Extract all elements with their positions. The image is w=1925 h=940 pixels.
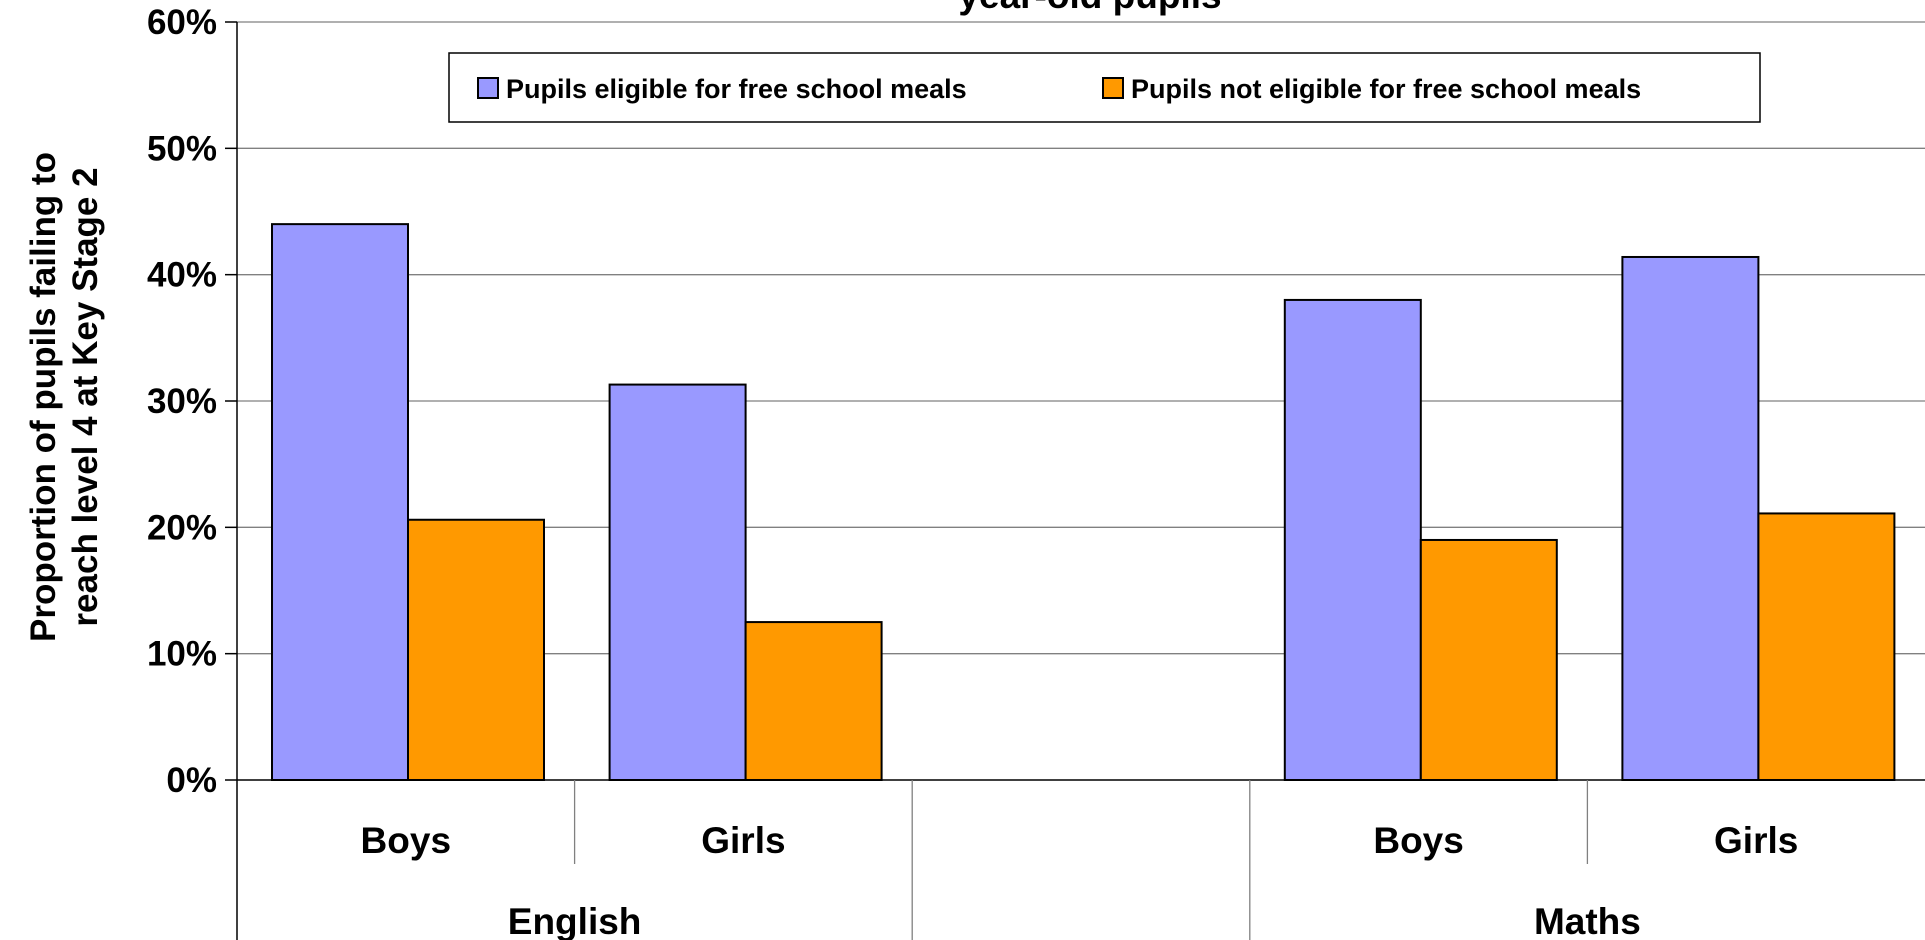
bar	[407, 518, 545, 782]
x-category-label: Boys	[1373, 820, 1463, 861]
legend-label: Pupils eligible for free school meals	[506, 74, 967, 104]
bar	[608, 383, 747, 781]
y-tick-label: 50%	[147, 129, 217, 168]
y-tick-label: 10%	[147, 635, 217, 674]
x-category-label: Girls	[1714, 820, 1798, 861]
bar	[271, 223, 409, 781]
y-axis-label: Proportion of pupils failing to reach le…	[24, 152, 105, 642]
x-category-label: Boys	[361, 820, 451, 861]
y-axis-ticks: 0% 10% 20% 30% 40% 50% 60%	[147, 3, 237, 800]
bar	[1757, 512, 1896, 781]
bar	[1621, 255, 1760, 782]
y-tick-label: 0%	[166, 761, 217, 800]
y-tick-label: 20%	[147, 508, 217, 547]
axes	[236, 22, 1925, 940]
y-axis-label-line-1: Proportion of pupils failing to	[24, 152, 63, 642]
bar	[1419, 538, 1558, 782]
x-category-label: Girls	[701, 820, 785, 861]
legend-swatch	[1102, 77, 1124, 99]
x-axis-labels: Boys Girls Boys Girls English Maths	[361, 780, 1798, 940]
bar	[744, 621, 883, 781]
chart-title: year-old pupils	[958, 0, 1221, 16]
bar	[1283, 298, 1422, 781]
legend: Pupils eligible for free school meals Pup…	[448, 52, 1761, 123]
x-group-label: English	[508, 901, 642, 940]
y-tick-label: 60%	[147, 3, 217, 42]
legend-swatch	[477, 77, 499, 99]
bars	[271, 223, 1896, 782]
y-axis-label-line-2: reach level 4 at Key Stage 2	[66, 167, 105, 626]
x-group-label: Maths	[1534, 901, 1641, 940]
legend-label: Pupils not eligible for free school meal…	[1131, 74, 1641, 104]
y-tick-label: 40%	[147, 256, 217, 295]
y-tick-label: 30%	[147, 382, 217, 421]
